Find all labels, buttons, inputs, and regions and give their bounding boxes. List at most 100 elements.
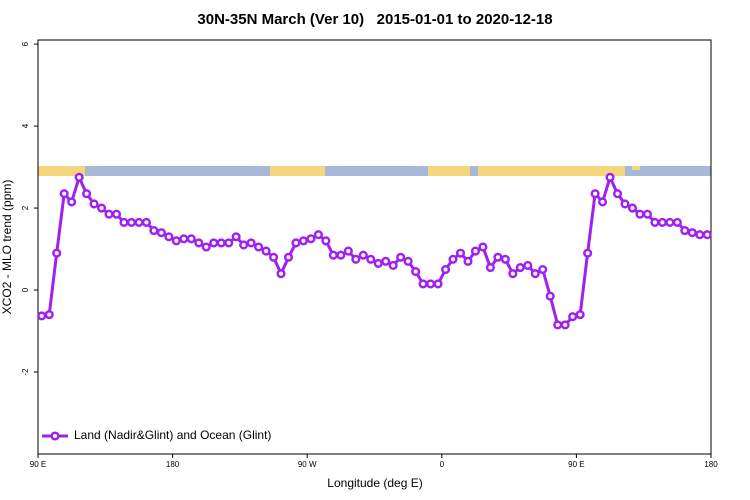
data-point (560, 320, 570, 330)
x-axis-label: Longitude (deg E) (327, 476, 422, 490)
data-point (291, 238, 301, 248)
data-point (328, 250, 338, 260)
data-point (388, 260, 398, 270)
data-point (635, 209, 645, 219)
data-point (254, 242, 264, 252)
data-point (306, 234, 316, 244)
y-tick-label: -2 (21, 368, 30, 376)
series-line (41, 173, 708, 327)
data-point (381, 256, 391, 266)
data-point (231, 232, 241, 242)
x-tick-label: 90 E (30, 460, 46, 469)
data-point (598, 197, 608, 207)
data-point (126, 217, 137, 227)
data-point (97, 203, 107, 213)
data-point (104, 209, 114, 219)
data-point (440, 264, 451, 275)
data-point (82, 189, 92, 199)
data-point (418, 279, 428, 289)
y-tick-label: 0 (21, 287, 30, 292)
ocean-band (38, 166, 711, 176)
x-tick-label: 180 (166, 460, 180, 469)
data-point (687, 228, 697, 238)
data-point (523, 260, 533, 270)
data-point (612, 189, 623, 199)
data-point (59, 189, 69, 199)
data-point (149, 226, 159, 236)
plot-frame (37, 39, 712, 455)
data-point (269, 252, 279, 262)
data-point (89, 199, 99, 209)
data-point (111, 209, 122, 219)
data-point (680, 226, 690, 236)
data-point (373, 258, 383, 268)
data-point (411, 267, 421, 277)
x-tick-label: 90 E (568, 460, 584, 469)
x-tick-label: 0 (440, 460, 445, 469)
data-point (216, 238, 226, 248)
data-point (455, 248, 466, 258)
data-point (44, 310, 54, 320)
data-point (590, 189, 600, 199)
data-point (493, 252, 503, 262)
data-point (37, 311, 47, 321)
data-point (283, 252, 294, 262)
data-point (515, 262, 525, 273)
data-point (672, 217, 682, 227)
land-band (428, 166, 470, 176)
data-point (186, 234, 196, 244)
data-point (224, 238, 234, 248)
y-axis-label: XCO2 - MLO trend (ppm) (0, 180, 14, 315)
data-point (642, 209, 652, 219)
data-point (665, 217, 675, 227)
data-point (426, 279, 436, 289)
data-point (657, 217, 667, 227)
land-band (270, 166, 325, 176)
data-point (239, 240, 249, 250)
data-point (276, 269, 286, 279)
data-point (538, 264, 548, 275)
data-point (396, 252, 406, 262)
x-tick-label: 90 W (298, 460, 317, 469)
data-point (530, 269, 540, 279)
data-point (433, 279, 443, 289)
data-point (478, 242, 488, 252)
data-point (343, 246, 353, 256)
data-point (246, 238, 256, 248)
data-point (605, 172, 615, 182)
data-point (358, 250, 368, 260)
legend-marker (50, 431, 60, 441)
y-tick-label: 6 (21, 41, 30, 46)
data-point (568, 312, 578, 322)
chart-title: 30N-35N March (Ver 10) 2015-01-01 to 202… (197, 11, 552, 28)
data-point (298, 236, 309, 246)
data-point (553, 320, 563, 330)
data-point (321, 236, 331, 246)
data-point (164, 232, 174, 242)
data-point (171, 236, 181, 246)
data-point (620, 199, 630, 209)
data-point (313, 230, 323, 240)
data-point (470, 246, 481, 256)
data-point (52, 248, 62, 258)
data-point (119, 217, 129, 227)
data-point (67, 197, 77, 207)
data-point (156, 228, 166, 238)
data-point (201, 242, 211, 252)
land-ocean-band (38, 166, 711, 176)
data-point (194, 238, 204, 248)
data-point (209, 238, 219, 248)
data-point (351, 254, 361, 264)
data-point (695, 230, 705, 240)
data-point (366, 254, 376, 264)
data-point (545, 291, 555, 301)
data-point (141, 217, 151, 227)
data-point (485, 262, 495, 273)
data-point (575, 310, 585, 320)
land-band (632, 166, 640, 170)
data-point (261, 246, 271, 256)
data-point (500, 254, 510, 264)
x-tick-label: 180 (704, 460, 718, 469)
data-point (702, 230, 712, 240)
